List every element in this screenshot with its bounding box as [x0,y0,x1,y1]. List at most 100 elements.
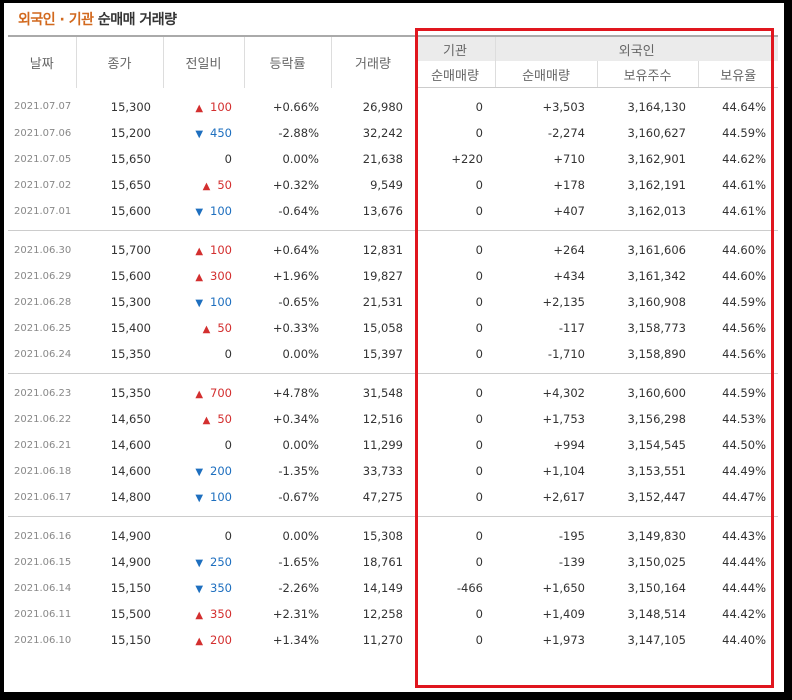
cell-change: ▼ 100 [163,198,244,231]
arrow-down-icon: ▼ [195,207,204,218]
arrow-up-icon: ▲ [202,415,211,426]
separator-line [8,373,778,374]
cell-volume: 32,242 [362,126,403,140]
cell-institution-net: 0 [475,464,483,478]
cell-date: 2021.06.15 [14,556,72,568]
table-row: 2021.07.02 15,650 ▲ 50 +0.32% 9,549 0 +178 3,162… [8,172,778,198]
cell-close: 15,350 [110,386,151,400]
cell-institution-net: 0 [475,633,483,647]
cell-holdings: 3,153,551 [627,464,686,478]
cell-date: 2021.06.30 [14,244,72,256]
change-value: 0 [224,347,232,361]
cell-rate: -2.26% [278,581,319,595]
cell-institution-net: 0 [475,347,483,361]
cell-close: 15,600 [110,204,151,218]
separator-line [8,230,778,231]
change-value: 100 [210,243,232,257]
cell-change: ▼ 450 [163,120,244,146]
change-value: 100 [210,204,232,218]
table-row: 2021.06.28 15,300 ▼ 100 -0.65% 21,531 0 +2,135 3… [8,289,778,315]
arrow-down-icon: ▼ [195,129,204,140]
cell-hold-ratio: 44.50% [722,438,766,452]
content-panel: 외국인 · 기관 순매매 거래량 날짜 종가 전일비 등락률 거래량 기관 외국… [4,3,784,692]
header-change: 전일비 [163,35,245,88]
cell-institution-net: 0 [475,490,483,504]
cell-rate: +0.33% [272,321,319,335]
table-row: 2021.06.22 14,650 ▲ 50 +0.34% 12,516 0 +1,753 3,… [8,406,778,432]
arrow-down-icon: ▼ [195,298,204,309]
cell-change: ▲ 200 [163,627,244,659]
cell-hold-ratio: 44.59% [722,126,766,140]
cell-volume: 14,149 [362,581,403,595]
cell-foreign-net: +1,104 [542,464,585,478]
cell-date: 2021.06.21 [14,439,72,451]
group-separator [8,230,778,231]
cell-change: ▲ 50 [163,172,244,198]
cell-foreign-net: +1,973 [542,633,585,647]
cell-volume: 13,676 [362,204,403,218]
cell-rate: +0.66% [272,99,319,114]
trading-table: 날짜 종가 전일비 등락률 거래량 기관 외국인 순매매량 순매매량 보유주수 … [8,35,778,659]
arrow-up-icon: ▲ [195,389,204,400]
arrow-down-icon: ▼ [195,558,204,569]
table-row: 2021.06.16 14,900 0 0.00% 15,308 0 -195 3,149,8… [8,517,778,549]
cell-volume: 19,827 [362,269,403,283]
cell-rate: -0.65% [278,295,319,309]
change-value: 50 [217,178,232,192]
cell-foreign-net: +178 [553,178,585,192]
table-row: 2021.06.10 15,150 ▲ 200 +1.34% 11,270 0 +1,973 3… [8,627,778,659]
cell-change: 0 [163,432,244,458]
cell-foreign-net: +1,753 [542,412,585,426]
cell-date: 2021.06.22 [14,413,72,425]
arrow-down-icon: ▼ [195,493,204,504]
cell-institution-net: 0 [475,438,483,452]
cell-change: ▲ 50 [163,315,244,341]
cell-volume: 12,258 [362,607,403,621]
header-date: 날짜 [8,35,77,88]
header-hold-ratio: 보유율 [698,61,778,88]
arrow-up-icon: ▲ [195,246,204,257]
header-close: 종가 [76,35,164,88]
cell-foreign-net: -2,274 [547,126,585,140]
cell-volume: 33,733 [362,464,403,478]
cell-holdings: 3,160,627 [627,126,686,140]
cell-volume: 11,270 [362,633,403,647]
cell-institution-net: 0 [475,178,483,192]
cell-institution-net: 0 [475,100,483,114]
cell-change: ▲ 100 [163,231,244,263]
cell-institution-net: 0 [475,269,483,283]
cell-change: 0 [163,146,244,172]
cell-institution-net: 0 [475,126,483,140]
cell-volume: 15,308 [362,529,403,543]
cell-institution-net: 0 [475,555,483,569]
cell-hold-ratio: 44.40% [722,633,766,647]
cell-date: 2021.06.18 [14,465,72,477]
cell-hold-ratio: 44.60% [722,269,766,283]
cell-holdings: 3,158,890 [627,347,686,361]
cell-change: ▼ 100 [163,484,244,517]
header-foreign-net: 순매매량 [495,61,598,88]
table-row: 2021.06.18 14,600 ▼ 200 -1.35% 33,733 0 +1,104 3… [8,458,778,484]
cell-holdings: 3,160,908 [627,295,686,309]
cell-foreign-net: +407 [553,204,585,218]
header-institution-group: 기관 [415,35,496,61]
header-foreign-group: 외국인 [495,35,778,61]
table-row: 2021.06.21 14,600 0 0.00% 11,299 0 +994 3,154,5… [8,432,778,458]
cell-close: 15,350 [110,347,151,361]
cell-close: 15,300 [110,295,151,309]
change-value: 350 [210,581,232,595]
change-value: 100 [210,99,232,114]
cell-change: ▲ 100 [163,88,244,121]
cell-holdings: 3,147,105 [627,633,686,647]
cell-hold-ratio: 44.42% [722,607,766,621]
cell-volume: 21,531 [362,295,403,309]
cell-change: ▼ 200 [163,458,244,484]
cell-holdings: 3,148,514 [627,607,686,621]
cell-volume: 26,980 [362,99,403,114]
cell-date: 2021.07.02 [14,179,72,191]
arrow-up-icon: ▲ [195,272,204,283]
cell-close: 14,600 [110,438,151,452]
cell-change: ▼ 100 [163,289,244,315]
cell-rate: +0.34% [272,412,319,426]
table-row: 2021.06.11 15,500 ▲ 350 +2.31% 12,258 0 +1,409 3… [8,601,778,627]
